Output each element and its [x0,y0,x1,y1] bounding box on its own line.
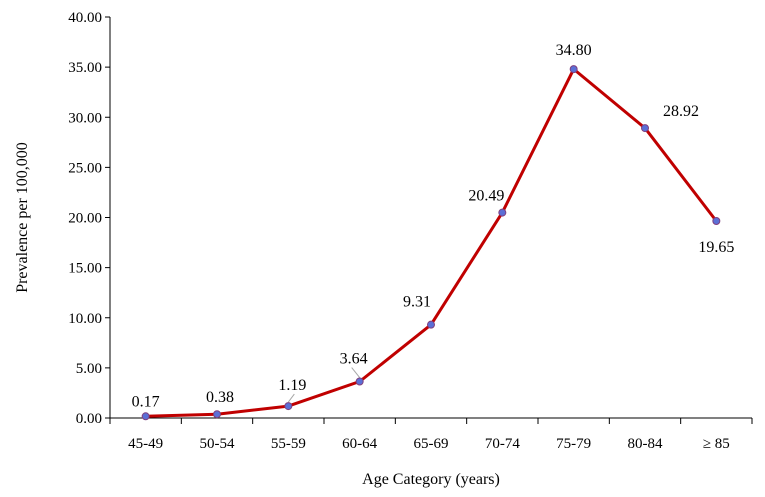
data-point [284,402,293,411]
data-point [641,124,649,133]
y-tick-label: 0.00 [76,411,102,427]
data-point [427,320,435,329]
axes [109,17,752,419]
series-group: 0.17 0.38 1.19 3.64 9.31 20.49 34.80 28.92 19.65 [132,42,734,421]
y-tick-label: 15.00 [68,261,102,277]
x-tick-label: 75-79 [556,436,591,452]
data-label: 28.92 [663,103,699,120]
y-tick-label: 5.00 [76,361,102,377]
x-ticks: 45-49 50-54 55-59 60-64 65-69 70-74 75-79 80-84… [109,418,753,452]
data-point [141,412,150,421]
x-tick-label: 60-64 [342,436,377,452]
y-ticks: 0.00 5.00 10.00 15.00 20.00 25.00 30.00 35.00 40… [68,10,110,427]
data-label: 19.65 [698,239,734,256]
x-tick-label: 45-49 [128,436,163,452]
data-label: 0.17 [132,393,160,410]
y-tick-label: 30.00 [68,110,102,126]
data-point [355,377,364,386]
series-line [145,67,718,418]
y-tick-label: 35.00 [68,60,102,76]
label-leader-line [287,393,295,403]
y-axis-title: Prevalence per 100,000 [14,142,31,293]
x-tick-label: 70-74 [485,436,520,452]
data-point [498,208,507,217]
y-tick-label: 25.00 [68,160,102,176]
x-tick-label: 55-59 [271,436,306,452]
x-axis-title: Age Category (years) [362,471,500,488]
data-point [569,65,578,74]
y-tick-label: 20.00 [68,211,102,227]
x-tick-label: 50-54 [200,436,235,452]
data-point [712,217,721,226]
y-tick-label: 40.00 [68,10,102,26]
data-label: 1.19 [278,377,306,394]
data-label: 20.49 [468,188,504,205]
data-label: 0.38 [206,389,234,406]
x-tick-label: 80-84 [628,436,663,452]
label-leader-line [351,367,361,378]
data-label: 3.64 [340,351,368,368]
x-tick-label: 65-69 [414,436,449,452]
data-label: 34.80 [556,42,592,59]
y-tick-label: 10.00 [68,311,102,327]
data-point [213,410,221,419]
data-label: 9.31 [403,294,431,311]
x-tick-label: ≥ 85 [703,436,730,452]
